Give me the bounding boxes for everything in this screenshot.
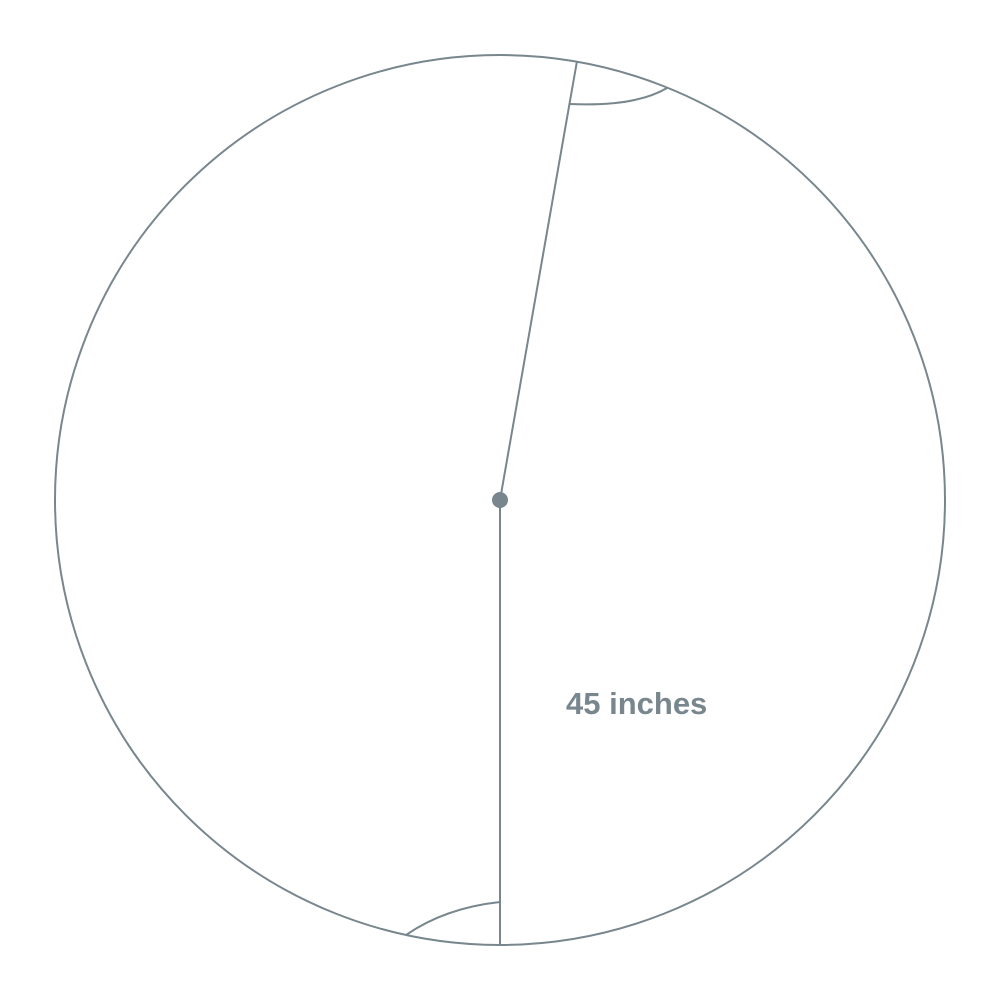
top-angle-arc — [568, 87, 668, 106]
slanted-chord-line — [499, 60, 578, 501]
center-point — [492, 492, 508, 508]
radius-label: 45 inches — [566, 686, 707, 721]
bottom-angle-arc — [405, 901, 501, 936]
